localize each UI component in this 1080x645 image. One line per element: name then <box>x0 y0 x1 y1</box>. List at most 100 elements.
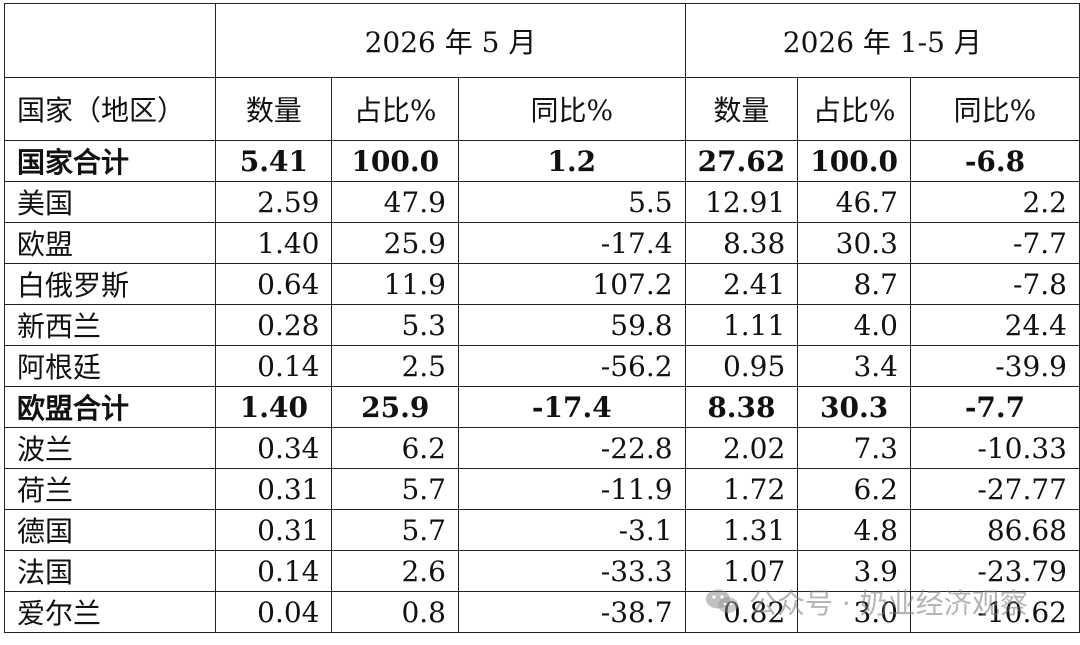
yoy-may-cell: -17.4 <box>457 386 686 428</box>
header-share-ytd: 占比% <box>797 77 911 141</box>
share-may-cell: 25.9 <box>331 222 459 264</box>
share-may-cell: 2.6 <box>331 550 459 592</box>
qty-ytd-cell: 12.91 <box>684 181 799 223</box>
yoy-may-cell: -33.3 <box>457 550 686 592</box>
header-group-may: 2026 年 5 月 <box>215 3 686 78</box>
table-row: 爱尔兰 0.04 0.8 -38.7 0.82 3.0 -10.62 <box>3 591 1080 633</box>
share-ytd-cell: 46.7 <box>797 181 911 223</box>
table-row: 新西兰 0.28 5.3 59.8 1.11 4.0 24.4 <box>3 304 1080 346</box>
qty-may-cell: 5.41 <box>215 140 333 182</box>
share-ytd-cell: 4.8 <box>797 509 911 551</box>
table-row: 德国 0.31 5.7 -3.1 1.31 4.8 86.68 <box>3 509 1080 551</box>
region-cell: 阿根廷 <box>3 345 217 387</box>
yoy-ytd-cell: -23.79 <box>909 550 1080 592</box>
qty-ytd-cell: 1.11 <box>684 304 799 346</box>
region-cell: 德国 <box>3 509 217 551</box>
table-row: 白俄罗斯 0.64 11.9 107.2 2.41 8.7 -7.8 <box>3 263 1080 305</box>
yoy-may-cell: -56.2 <box>457 345 686 387</box>
header-row-columns: 国家（地区） 数量 占比% 同比% 数量 占比% 同比% <box>3 77 1080 141</box>
region-cell: 欧盟 <box>3 222 217 264</box>
qty-may-cell: 0.31 <box>215 468 333 510</box>
yoy-may-cell: -11.9 <box>457 468 686 510</box>
yoy-ytd-cell: 24.4 <box>909 304 1080 346</box>
qty-may-cell: 0.64 <box>215 263 333 305</box>
share-may-cell: 47.9 <box>331 181 459 223</box>
yoy-ytd-cell: 86.68 <box>909 509 1080 551</box>
share-ytd-cell: 3.9 <box>797 550 911 592</box>
yoy-may-cell: -22.8 <box>457 427 686 469</box>
table-row: 法国 0.14 2.6 -33.3 1.07 3.9 -23.79 <box>3 550 1080 592</box>
qty-may-cell: 0.31 <box>215 509 333 551</box>
share-may-cell: 25.9 <box>331 386 459 428</box>
region-cell: 美国 <box>3 181 217 223</box>
qty-ytd-cell: 8.38 <box>684 386 799 428</box>
header-group-ytd: 2026 年 1-5 月 <box>684 3 1080 78</box>
yoy-may-cell: 1.2 <box>457 140 686 182</box>
share-ytd-cell: 3.0 <box>797 591 911 633</box>
share-ytd-cell: 3.4 <box>797 345 911 387</box>
share-ytd-cell: 8.7 <box>797 263 911 305</box>
table-row: 欧盟 1.40 25.9 -17.4 8.38 30.3 -7.7 <box>3 222 1080 264</box>
qty-may-cell: 0.34 <box>215 427 333 469</box>
qty-may-cell: 0.28 <box>215 304 333 346</box>
yoy-may-cell: -3.1 <box>457 509 686 551</box>
yoy-may-cell: -17.4 <box>457 222 686 264</box>
qty-ytd-cell: 1.72 <box>684 468 799 510</box>
yoy-ytd-cell: -7.7 <box>909 222 1080 264</box>
header-qty-may: 数量 <box>215 77 333 141</box>
qty-may-cell: 0.14 <box>215 345 333 387</box>
data-table: 2026 年 5 月 2026 年 1-5 月 国家（地区） 数量 占比% 同比… <box>3 3 1080 633</box>
region-cell: 爱尔兰 <box>3 591 217 633</box>
table-row: 国家合计 5.41 100.0 1.2 27.62 100.0 -6.8 <box>3 140 1080 182</box>
yoy-may-cell: 5.5 <box>457 181 686 223</box>
region-cell: 新西兰 <box>3 304 217 346</box>
region-cell: 荷兰 <box>3 468 217 510</box>
yoy-ytd-cell: -10.33 <box>909 427 1080 469</box>
share-ytd-cell: 6.2 <box>797 468 911 510</box>
yoy-ytd-cell: -10.62 <box>909 591 1080 633</box>
share-ytd-cell: 30.3 <box>797 222 911 264</box>
yoy-ytd-cell: 2.2 <box>909 181 1080 223</box>
yoy-ytd-cell: -27.77 <box>909 468 1080 510</box>
share-may-cell: 11.9 <box>331 263 459 305</box>
share-ytd-cell: 30.3 <box>797 386 911 428</box>
table-row: 荷兰 0.31 5.7 -11.9 1.72 6.2 -27.77 <box>3 468 1080 510</box>
qty-may-cell: 1.40 <box>215 386 333 428</box>
table-row: 美国 2.59 47.9 5.5 12.91 46.7 2.2 <box>3 181 1080 223</box>
qty-ytd-cell: 1.31 <box>684 509 799 551</box>
share-may-cell: 5.7 <box>331 509 459 551</box>
region-cell: 白俄罗斯 <box>3 263 217 305</box>
share-may-cell: 0.8 <box>331 591 459 633</box>
share-may-cell: 5.3 <box>331 304 459 346</box>
qty-ytd-cell: 0.82 <box>684 591 799 633</box>
region-cell: 欧盟合计 <box>3 386 217 428</box>
table-row: 波兰 0.34 6.2 -22.8 2.02 7.3 -10.33 <box>3 427 1080 469</box>
yoy-ytd-cell: -7.7 <box>909 386 1080 428</box>
qty-ytd-cell: 27.62 <box>684 140 799 182</box>
qty-ytd-cell: 0.95 <box>684 345 799 387</box>
header-yoy-may: 同比% <box>457 77 686 141</box>
qty-ytd-cell: 2.41 <box>684 263 799 305</box>
header-row-groups: 2026 年 5 月 2026 年 1-5 月 <box>3 3 1080 78</box>
qty-ytd-cell: 1.07 <box>684 550 799 592</box>
share-may-cell: 5.7 <box>331 468 459 510</box>
region-cell: 法国 <box>3 550 217 592</box>
share-may-cell: 2.5 <box>331 345 459 387</box>
table-row: 阿根廷 0.14 2.5 -56.2 0.95 3.4 -39.9 <box>3 345 1080 387</box>
yoy-ytd-cell: -6.8 <box>909 140 1080 182</box>
header-blank-cell <box>3 3 217 78</box>
yoy-ytd-cell: -39.9 <box>909 345 1080 387</box>
yoy-may-cell: -38.7 <box>457 591 686 633</box>
qty-ytd-cell: 8.38 <box>684 222 799 264</box>
yoy-may-cell: 107.2 <box>457 263 686 305</box>
table-row: 欧盟合计 1.40 25.9 -17.4 8.38 30.3 -7.7 <box>3 386 1080 428</box>
header-yoy-ytd: 同比% <box>909 77 1080 141</box>
share-may-cell: 6.2 <box>331 427 459 469</box>
share-ytd-cell: 7.3 <box>797 427 911 469</box>
yoy-may-cell: 59.8 <box>457 304 686 346</box>
qty-may-cell: 2.59 <box>215 181 333 223</box>
qty-ytd-cell: 2.02 <box>684 427 799 469</box>
region-cell: 国家合计 <box>3 140 217 182</box>
header-qty-ytd: 数量 <box>684 77 799 141</box>
yoy-ytd-cell: -7.8 <box>909 263 1080 305</box>
